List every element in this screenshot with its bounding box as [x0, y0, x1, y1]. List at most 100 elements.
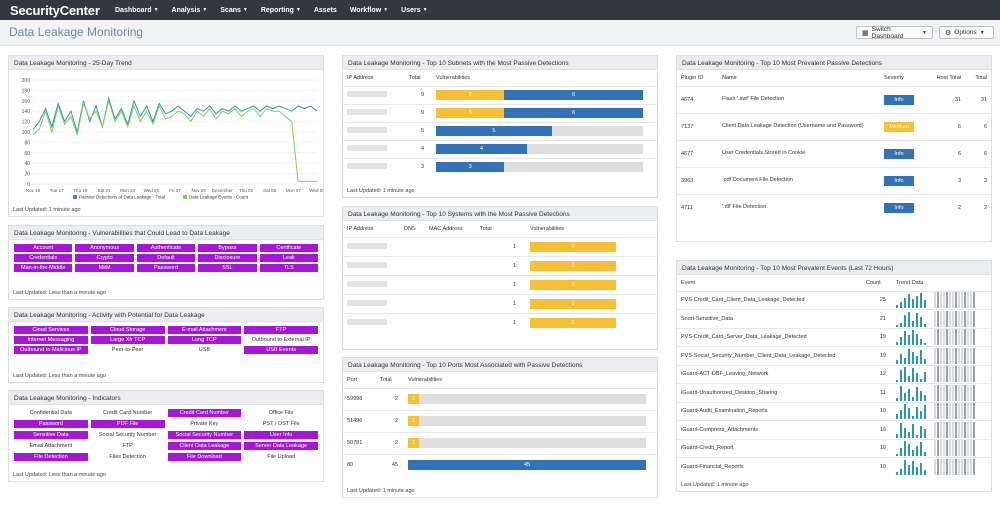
col-header[interactable]: Name: [722, 74, 737, 81]
indicator-tag[interactable]: Credit Card Number: [167, 409, 242, 417]
switch-dashboard-button[interactable]: ▦ Switch Dashboard ▼: [856, 26, 933, 40]
nav-analysis[interactable]: Analysis ▼: [172, 7, 208, 14]
indicator-tag[interactable]: User Info: [244, 431, 318, 439]
indicator-tag[interactable]: Credit Card Number: [103, 410, 153, 416]
vulnerability-tag[interactable]: Credentials: [14, 254, 73, 262]
vulnerability-bar[interactable]: 1: [530, 260, 616, 271]
col-header[interactable]: Port: [347, 376, 358, 383]
nav-scans[interactable]: Scans ▼: [220, 7, 248, 14]
vulnerability-bar[interactable]: 2: [408, 438, 646, 448]
nav-dashboard[interactable]: Dashboard ▼: [115, 7, 159, 14]
indicator-tag[interactable]: Password: [14, 420, 88, 428]
table-row[interactable]: 4711 '.dll' File Detection Info 2 2: [677, 193, 991, 221]
vulnerability-tag[interactable]: MitM: [75, 264, 134, 272]
nav-reporting[interactable]: Reporting ▼: [261, 7, 301, 14]
table-row[interactable]: PVS-Credit_Card_Client_Data_Leakage_Dete…: [677, 290, 991, 310]
indicator-tag[interactable]: Client Data Leakage: [167, 442, 242, 450]
vulnerability-tag[interactable]: Authenticate: [136, 244, 196, 252]
vulnerability-tag[interactable]: Default: [136, 254, 196, 262]
col-header[interactable]: Count: [866, 279, 881, 286]
indicator-tag[interactable]: File Download: [167, 453, 242, 461]
table-row[interactable]: iGuard-ACT-DBF_Leaving_Network 12: [677, 364, 991, 384]
indicator-tag[interactable]: File Upload: [267, 454, 296, 460]
table-row[interactable]: iGuard-Audit_Examination_Reports 10: [677, 401, 991, 421]
indicator-tag[interactable]: Email Attachment: [29, 443, 73, 449]
table-row[interactable]: 51496 2 2: [343, 409, 657, 432]
vulnerability-tag[interactable]: Bypass: [198, 244, 257, 252]
vulnerability-bar[interactable]: 1: [530, 279, 616, 290]
series-line-0[interactable]: [32, 96, 318, 133]
col-header[interactable]: Total: [975, 74, 987, 81]
vulnerability-bar[interactable]: 1: [530, 317, 616, 328]
activity-tag[interactable]: USB Events: [244, 346, 318, 354]
vulnerability-tag[interactable]: Certificate: [259, 244, 318, 252]
vulnerability-tag[interactable]: Man-in-the-Middle: [14, 264, 73, 272]
col-header[interactable]: Total: [480, 225, 492, 232]
table-row[interactable]: iGuard-Compress_Attachments 10: [677, 420, 991, 439]
col-header[interactable]: Plugin ID: [681, 74, 704, 81]
indicator-tag[interactable]: Server Data Leakage: [244, 442, 318, 450]
indicator-tag[interactable]: Office File: [268, 410, 294, 416]
vulnerability-tag[interactable]: Anonymous: [75, 244, 134, 252]
vulnerability-tag[interactable]: Crypto: [75, 254, 134, 262]
table-row[interactable]: iGuard-Credit_Report 10: [677, 438, 991, 458]
vulnerability-tag[interactable]: Leak: [259, 254, 318, 262]
activity-tag[interactable]: Cloud Storage: [90, 326, 165, 334]
table-row[interactable]: iGuard-Financial_Reports 10: [677, 457, 991, 476]
table-row[interactable]: 4674 Flash '.swf' File Detection Info 31 31: [677, 85, 991, 113]
col-header[interactable]: Vulnerabilities: [530, 225, 565, 232]
col-header[interactable]: Total: [380, 376, 392, 383]
activity-tag[interactable]: E-mail Attachment: [167, 326, 242, 334]
brand-logo[interactable]: SecurityCenter: [10, 2, 100, 18]
col-header[interactable]: Vulnerabilities: [408, 376, 443, 383]
table-row[interactable]: PVS-Credit_Card_Server_Data_Leakage_Dete…: [677, 327, 991, 347]
vulnerability-tag[interactable]: TLS: [259, 264, 318, 272]
vulnerability-tag[interactable]: SSL: [198, 264, 257, 272]
indicator-tag[interactable]: PDF File: [90, 420, 165, 428]
col-header[interactable]: IP Address: [347, 225, 374, 232]
col-header[interactable]: IP Address: [347, 74, 374, 81]
table-row[interactable]: PVS-Social_Security_Number_Client_Data_L…: [677, 346, 991, 365]
vulnerability-bar[interactable]: 45: [408, 460, 646, 471]
table-row[interactable]: 50781 2 2: [343, 431, 657, 454]
col-header[interactable]: DNS: [404, 225, 416, 232]
vulnerability-bar[interactable]: 2: [408, 416, 646, 426]
indicator-tag[interactable]: Sensitive Data: [14, 431, 88, 439]
table-row[interactable]: iGuard-Unauthorized_Desktop_Sharing 11: [677, 383, 991, 402]
nav-assets[interactable]: Assets: [314, 7, 337, 14]
vulnerability-bar[interactable]: 1: [530, 298, 616, 309]
activity-tag[interactable]: USB: [198, 347, 211, 353]
table-row[interactable]: 3963 .pdf Document File Detection Info 3 3: [677, 166, 991, 194]
activity-tag[interactable]: Cloud Services: [14, 326, 88, 334]
vulnerability-bar[interactable]: 1: [530, 241, 616, 252]
activity-tag[interactable]: Outbound to Malicious IP: [14, 346, 88, 354]
table-row[interactable]: 80 45 45: [343, 453, 657, 476]
indicator-tag[interactable]: File Detection: [14, 453, 88, 461]
activity-tag[interactable]: Peer-to-Peer: [111, 347, 144, 353]
col-header[interactable]: Total: [409, 74, 421, 81]
nav-users[interactable]: Users ▼: [401, 7, 427, 14]
vulnerability-bar[interactable]: 5: [436, 126, 643, 136]
col-header[interactable]: MAC Address: [429, 225, 463, 232]
vulnerability-tag[interactable]: Account: [14, 244, 73, 252]
vulnerability-bar[interactable]: 2: [408, 394, 646, 404]
activity-tag[interactable]: Large Xfr TCP: [90, 336, 165, 344]
indicator-tag[interactable]: Social Security Number: [98, 432, 157, 438]
col-header[interactable]: Vulnerabilities: [436, 74, 471, 81]
table-row[interactable]: 59998 2 2: [343, 387, 657, 410]
vulnerability-bar[interactable]: 4: [436, 144, 643, 154]
nav-workflow[interactable]: Workflow ▼: [350, 7, 388, 14]
table-row[interactable]: 4677 User Credentials Stored in Cookie Inf…: [677, 139, 991, 167]
indicator-tag[interactable]: Files Detection: [109, 454, 146, 460]
